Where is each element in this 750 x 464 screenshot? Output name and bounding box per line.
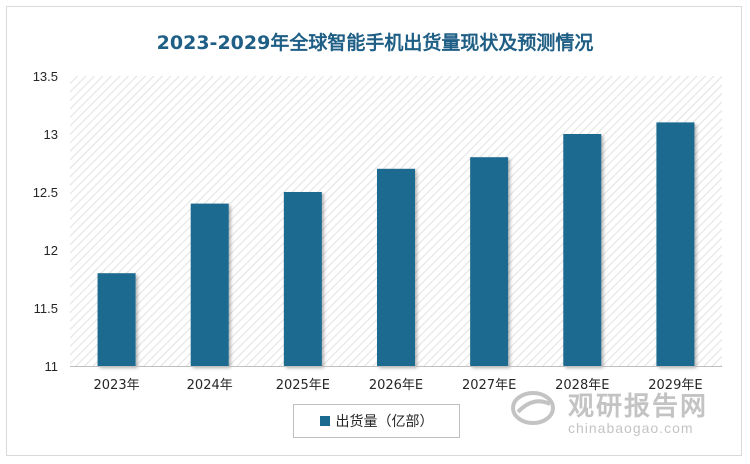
x-tick-label: 2026年E	[369, 378, 423, 393]
bar	[656, 122, 695, 367]
x-tick-label: 2023年	[94, 378, 140, 393]
x-tick-label: 2025年E	[276, 378, 330, 393]
watermark: 观研报告网 chinabaogao.com	[510, 384, 735, 444]
legend-label: 出货量（亿部）	[335, 414, 434, 430]
bar	[190, 203, 229, 366]
bar	[563, 134, 602, 366]
y-axis: 11 11.5 12 12.5 13 13.5	[33, 69, 58, 374]
bar	[377, 168, 415, 366]
watermark-cn: 观研报告网	[568, 392, 709, 422]
y-tick-label: 12	[44, 243, 58, 258]
watermark-logo-icon	[511, 391, 555, 425]
y-tick-label: 11.5	[34, 301, 58, 316]
x-axis: 2023年 2024年 2025年E 2026年E 2027年E 2028年E 2029年E	[70, 366, 722, 393]
legend: 出货量（亿部）	[293, 404, 460, 438]
bars-group	[97, 122, 695, 367]
x-tick-label: 2024年	[187, 378, 233, 393]
x-tick-label: 2027年E	[462, 378, 516, 393]
x-tick-label: 2029年E	[648, 378, 702, 393]
x-tick-label: 2028年E	[555, 378, 609, 393]
bar	[283, 192, 322, 366]
y-tick-label: 13	[44, 127, 58, 142]
watermark-en: chinabaogao.com	[568, 420, 694, 436]
legend-swatch	[319, 416, 330, 426]
chart-title: 2023-2029年全球智能手机出货量现状及预测情况	[156, 32, 594, 54]
y-tick-label: 12.5	[33, 185, 58, 200]
y-tick-label: 11	[45, 359, 59, 374]
bar	[470, 157, 509, 366]
bar	[97, 273, 136, 366]
y-tick-label: 13.5	[33, 69, 58, 84]
